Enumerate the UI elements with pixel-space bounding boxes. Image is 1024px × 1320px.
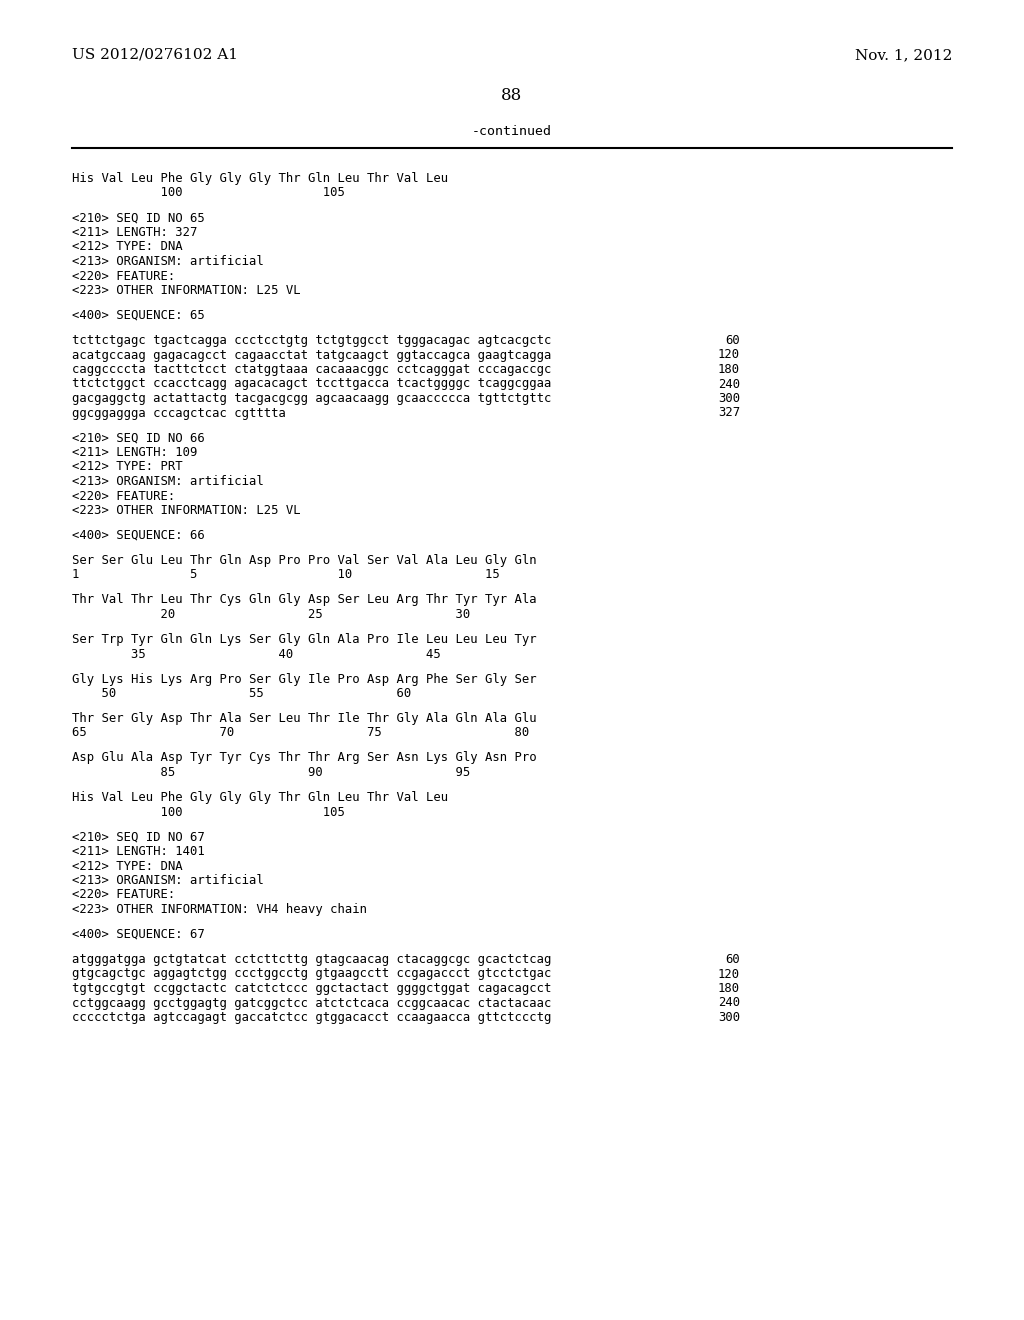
Text: 60: 60 <box>725 334 740 347</box>
Text: Thr Val Thr Leu Thr Cys Gln Gly Asp Ser Leu Arg Thr Tyr Tyr Ala: Thr Val Thr Leu Thr Cys Gln Gly Asp Ser … <box>72 594 537 606</box>
Text: His Val Leu Phe Gly Gly Gly Thr Gln Leu Thr Val Leu: His Val Leu Phe Gly Gly Gly Thr Gln Leu … <box>72 791 449 804</box>
Text: <212> TYPE: DNA: <212> TYPE: DNA <box>72 859 182 873</box>
Text: atgggatgga gctgtatcat cctcttcttg gtagcaacag ctacaggcgc gcactctcag: atgggatgga gctgtatcat cctcttcttg gtagcaa… <box>72 953 551 966</box>
Text: <400> SEQUENCE: 66: <400> SEQUENCE: 66 <box>72 529 205 543</box>
Text: <220> FEATURE:: <220> FEATURE: <box>72 490 175 503</box>
Text: <213> ORGANISM: artificial: <213> ORGANISM: artificial <box>72 255 264 268</box>
Text: 180: 180 <box>718 982 740 995</box>
Text: <400> SEQUENCE: 67: <400> SEQUENCE: 67 <box>72 928 205 941</box>
Text: ggcggaggga cccagctcac cgtttta: ggcggaggga cccagctcac cgtttta <box>72 407 286 420</box>
Text: <223> OTHER INFORMATION: L25 VL: <223> OTHER INFORMATION: L25 VL <box>72 504 301 517</box>
Text: 50                  55                  60: 50 55 60 <box>72 686 412 700</box>
Text: Gly Lys His Lys Arg Pro Ser Gly Ile Pro Asp Arg Phe Ser Gly Ser: Gly Lys His Lys Arg Pro Ser Gly Ile Pro … <box>72 672 537 685</box>
Text: tgtgccgtgt ccggctactc catctctccc ggctactact ggggctggat cagacagcct: tgtgccgtgt ccggctactc catctctccc ggctact… <box>72 982 551 995</box>
Text: <210> SEQ ID NO 66: <210> SEQ ID NO 66 <box>72 432 205 445</box>
Text: caggccccta tacttctcct ctatggtaaa cacaaacggc cctcagggat cccagaccgc: caggccccta tacttctcct ctatggtaaa cacaaac… <box>72 363 551 376</box>
Text: tcttctgagc tgactcagga ccctcctgtg tctgtggcct tgggacagac agtcacgctc: tcttctgagc tgactcagga ccctcctgtg tctgtgg… <box>72 334 551 347</box>
Text: Asp Glu Ala Asp Tyr Tyr Cys Thr Thr Arg Ser Asn Lys Gly Asn Pro: Asp Glu Ala Asp Tyr Tyr Cys Thr Thr Arg … <box>72 751 537 764</box>
Text: <213> ORGANISM: artificial: <213> ORGANISM: artificial <box>72 874 264 887</box>
Text: Ser Trp Tyr Gln Gln Lys Ser Gly Gln Ala Pro Ile Leu Leu Leu Tyr: Ser Trp Tyr Gln Gln Lys Ser Gly Gln Ala … <box>72 634 537 645</box>
Text: <212> TYPE: PRT: <212> TYPE: PRT <box>72 461 182 474</box>
Text: 60: 60 <box>725 953 740 966</box>
Text: <223> OTHER INFORMATION: L25 VL: <223> OTHER INFORMATION: L25 VL <box>72 284 301 297</box>
Text: <223> OTHER INFORMATION: VH4 heavy chain: <223> OTHER INFORMATION: VH4 heavy chain <box>72 903 367 916</box>
Text: 120: 120 <box>718 968 740 981</box>
Text: <213> ORGANISM: artificial: <213> ORGANISM: artificial <box>72 475 264 488</box>
Text: 300: 300 <box>718 392 740 405</box>
Text: His Val Leu Phe Gly Gly Gly Thr Gln Leu Thr Val Leu: His Val Leu Phe Gly Gly Gly Thr Gln Leu … <box>72 172 449 185</box>
Text: <210> SEQ ID NO 65: <210> SEQ ID NO 65 <box>72 211 205 224</box>
Text: Nov. 1, 2012: Nov. 1, 2012 <box>855 48 952 62</box>
Text: US 2012/0276102 A1: US 2012/0276102 A1 <box>72 48 238 62</box>
Text: Ser Ser Glu Leu Thr Gln Asp Pro Pro Val Ser Val Ala Leu Gly Gln: Ser Ser Glu Leu Thr Gln Asp Pro Pro Val … <box>72 554 537 568</box>
Text: 100                   105: 100 105 <box>72 805 345 818</box>
Text: 1               5                   10                  15: 1 5 10 15 <box>72 569 500 582</box>
Text: 20                  25                  30: 20 25 30 <box>72 609 470 620</box>
Text: 180: 180 <box>718 363 740 376</box>
Text: <220> FEATURE:: <220> FEATURE: <box>72 888 175 902</box>
Text: 240: 240 <box>718 378 740 391</box>
Text: <211> LENGTH: 327: <211> LENGTH: 327 <box>72 226 198 239</box>
Text: <211> LENGTH: 1401: <211> LENGTH: 1401 <box>72 845 205 858</box>
Text: -continued: -continued <box>472 125 552 139</box>
Text: 85                  90                  95: 85 90 95 <box>72 766 470 779</box>
Text: Thr Ser Gly Asp Thr Ala Ser Leu Thr Ile Thr Gly Ala Gln Ala Glu: Thr Ser Gly Asp Thr Ala Ser Leu Thr Ile … <box>72 711 537 725</box>
Text: 100                   105: 100 105 <box>72 186 345 199</box>
Text: cctggcaagg gcctggagtg gatcggctcc atctctcaca ccggcaacac ctactacaac: cctggcaagg gcctggagtg gatcggctcc atctctc… <box>72 997 551 1010</box>
Text: acatgccaag gagacagcct cagaacctat tatgcaagct ggtaccagca gaagtcagga: acatgccaag gagacagcct cagaacctat tatgcaa… <box>72 348 551 362</box>
Text: <212> TYPE: DNA: <212> TYPE: DNA <box>72 240 182 253</box>
Text: <220> FEATURE:: <220> FEATURE: <box>72 269 175 282</box>
Text: ccccctctga agtccagagt gaccatctcc gtggacacct ccaagaacca gttctccctg: ccccctctga agtccagagt gaccatctcc gtggaca… <box>72 1011 551 1024</box>
Text: 88: 88 <box>502 87 522 103</box>
Text: 35                  40                  45: 35 40 45 <box>72 648 440 660</box>
Text: ttctctggct ccacctcagg agacacagct tccttgacca tcactggggc tcaggcggaa: ttctctggct ccacctcagg agacacagct tccttga… <box>72 378 551 391</box>
Text: 300: 300 <box>718 1011 740 1024</box>
Text: 65                  70                  75                  80: 65 70 75 80 <box>72 726 529 739</box>
Text: <211> LENGTH: 109: <211> LENGTH: 109 <box>72 446 198 459</box>
Text: 120: 120 <box>718 348 740 362</box>
Text: 240: 240 <box>718 997 740 1010</box>
Text: gacgaggctg actattactg tacgacgcgg agcaacaagg gcaaccccca tgttctgttc: gacgaggctg actattactg tacgacgcgg agcaaca… <box>72 392 551 405</box>
Text: <400> SEQUENCE: 65: <400> SEQUENCE: 65 <box>72 309 205 322</box>
Text: <210> SEQ ID NO 67: <210> SEQ ID NO 67 <box>72 830 205 843</box>
Text: gtgcagctgc aggagtctgg ccctggcctg gtgaagcctt ccgagaccct gtcctctgac: gtgcagctgc aggagtctgg ccctggcctg gtgaagc… <box>72 968 551 981</box>
Text: 327: 327 <box>718 407 740 420</box>
